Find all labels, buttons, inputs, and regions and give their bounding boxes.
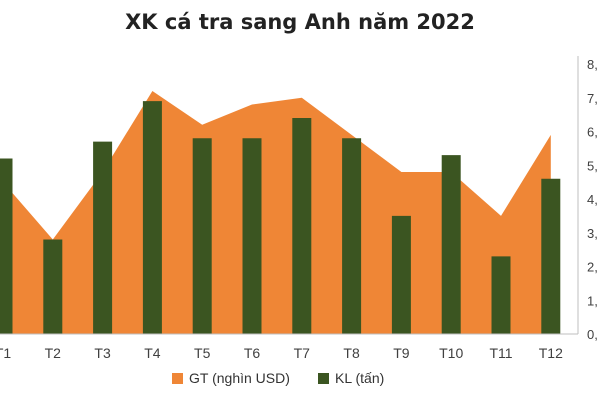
x-tick-label-T3: T3 bbox=[94, 345, 111, 361]
legend-swatch-kl bbox=[318, 372, 329, 384]
y-tick-label-6: 6, bbox=[587, 125, 598, 140]
y-tick-label-2: 2, bbox=[587, 260, 598, 275]
y-tick-label-0: 0, bbox=[587, 327, 598, 342]
x-tick-label-T6: T6 bbox=[244, 345, 261, 361]
x-tick-label-T5: T5 bbox=[194, 345, 211, 361]
y-tick-label-5: 5, bbox=[587, 158, 598, 173]
area-series-gt bbox=[3, 91, 551, 334]
x-tick-label-T9: T9 bbox=[393, 345, 410, 361]
legend-swatch-gt bbox=[172, 372, 183, 384]
legend: GT (nghìn USD) KL (tấn) bbox=[0, 370, 600, 394]
x-tick-label-T1: T1 bbox=[0, 345, 11, 361]
x-tick-label-T2: T2 bbox=[45, 345, 62, 361]
bar-kl-T1 bbox=[0, 158, 13, 334]
bar-kl-T12 bbox=[541, 178, 561, 334]
x-tick-label-T7: T7 bbox=[294, 345, 311, 361]
x-tick-label-T10: T10 bbox=[439, 345, 463, 361]
chart-title: XK cá tra sang Anh năm 2022 bbox=[125, 10, 475, 34]
y-tick-label-1: 1, bbox=[587, 293, 598, 308]
bar-kl-T3 bbox=[93, 141, 113, 334]
y-tick-label-7: 7, bbox=[587, 91, 598, 106]
legend-label-gt: GT (nghìn USD) bbox=[189, 370, 290, 386]
y-tick-label-3: 3, bbox=[587, 226, 598, 241]
bar-kl-T9 bbox=[391, 215, 411, 334]
y-tick-label-8: 8, bbox=[587, 57, 598, 72]
x-tick-label-T8: T8 bbox=[343, 345, 360, 361]
bar-kl-T10 bbox=[441, 155, 461, 334]
bar-kl-T7 bbox=[292, 118, 312, 334]
x-tick-label-T12: T12 bbox=[539, 345, 563, 361]
x-tick-label-T4: T4 bbox=[144, 345, 161, 361]
bar-kl-T2 bbox=[43, 239, 63, 334]
legend-item-gt: GT (nghìn USD) bbox=[172, 370, 290, 386]
bar-kl-T4 bbox=[142, 101, 162, 334]
x-tick-label-T11: T11 bbox=[489, 345, 512, 361]
bar-kl-T5 bbox=[192, 138, 212, 334]
legend-label-kl: KL (tấn) bbox=[335, 370, 385, 386]
bar-kl-T11 bbox=[491, 256, 511, 334]
bar-kl-T6 bbox=[242, 138, 262, 334]
y-tick-label-4: 4, bbox=[587, 192, 598, 207]
bar-kl-T8 bbox=[342, 138, 362, 334]
legend-item-kl: KL (tấn) bbox=[318, 370, 384, 386]
